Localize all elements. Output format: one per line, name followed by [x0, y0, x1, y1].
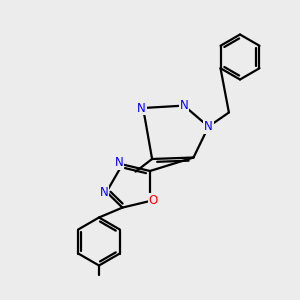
Text: N: N	[179, 99, 188, 112]
Text: N: N	[204, 120, 213, 133]
Text: N: N	[137, 101, 146, 115]
Text: N: N	[115, 156, 124, 170]
Text: N: N	[100, 186, 109, 200]
Text: O: O	[148, 194, 158, 207]
